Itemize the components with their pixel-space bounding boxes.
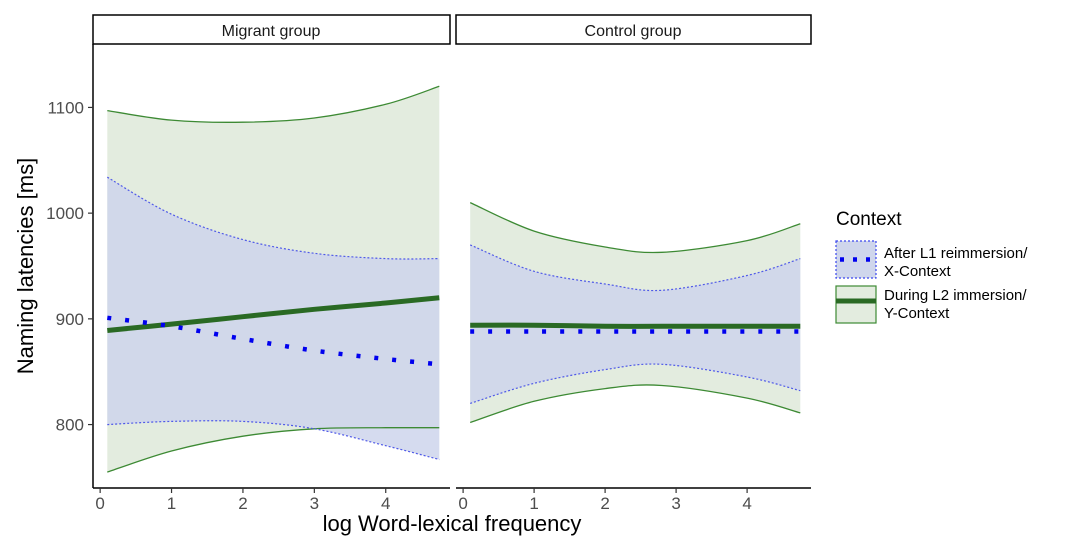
strip-control [455,14,812,45]
panel-control: Control group 0 1 2 3 4 [455,14,812,513]
ci-upper-edge-y-context [469,202,801,254]
x-tick-label: 1 [167,494,176,513]
x-tick-label: 2 [238,494,247,513]
x-tick-label: 0 [95,494,104,513]
ci-upper-edge-x-context [469,244,801,292]
x-tick-label: 4 [381,494,390,513]
ci-band-x-context [107,177,440,460]
ci-lower-edge-y-context [469,384,801,424]
y-tick-label: 900 [56,310,84,329]
legend-title: Context [836,209,902,230]
strip-migrant [92,14,451,45]
ci-upper-edge-y-context [107,85,440,123]
legend: Context After L1 reimmersion/ X-Context … [835,209,1028,324]
strip-label-control: Control group [585,23,682,40]
x-tick-label: 3 [310,494,319,513]
legend-label-y-context-line1: During L2 immersion/ [884,287,1027,304]
y-ticks: 800 900 1000 1100 [46,98,93,435]
mean-line-x-context [107,315,440,367]
x-tick-label: 1 [529,494,538,513]
y-axis: 800 900 1000 1100 Naming latencies [ms] [13,44,94,488]
strip-label-migrant: Migrant group [222,23,321,40]
panel-migrant: Migrant group 0 1 2 3 4 [92,14,451,513]
y-axis-title: Naming latencies [ms] [13,158,38,374]
x-axis-title: log Word-lexical frequency [323,511,582,536]
x-ticks-migrant: 0 1 2 3 4 [95,488,390,513]
legend-label-x-context-line1: After L1 reimmersion/ [884,245,1028,262]
ci-upper-edge-x-context [106,176,440,260]
legend-key-x-context [835,240,877,279]
y-tick-label: 800 [56,416,84,435]
x-tick-label: 2 [600,494,609,513]
panel-migrant-plot [106,85,440,473]
mean-line-y-context [470,322,801,329]
panel-control-plot [469,202,801,424]
legend-label-x-context-line2: X-Context [884,263,952,280]
x-tick-label: 0 [458,494,467,513]
y-tick-label: 1000 [46,204,84,223]
ci-lower-edge-y-context [107,427,440,473]
x-tick-label: 4 [742,494,751,513]
legend-swatch-y-context [835,285,877,324]
x-tick-label: 3 [671,494,680,513]
legend-label-y-context-line2: Y-Context [884,305,950,322]
ci-lower-edge-x-context [107,420,440,461]
y-tick-label: 1100 [47,98,84,117]
x-ticks-control: 0 1 2 3 4 [458,488,752,513]
legend-key-y-context [835,285,877,324]
